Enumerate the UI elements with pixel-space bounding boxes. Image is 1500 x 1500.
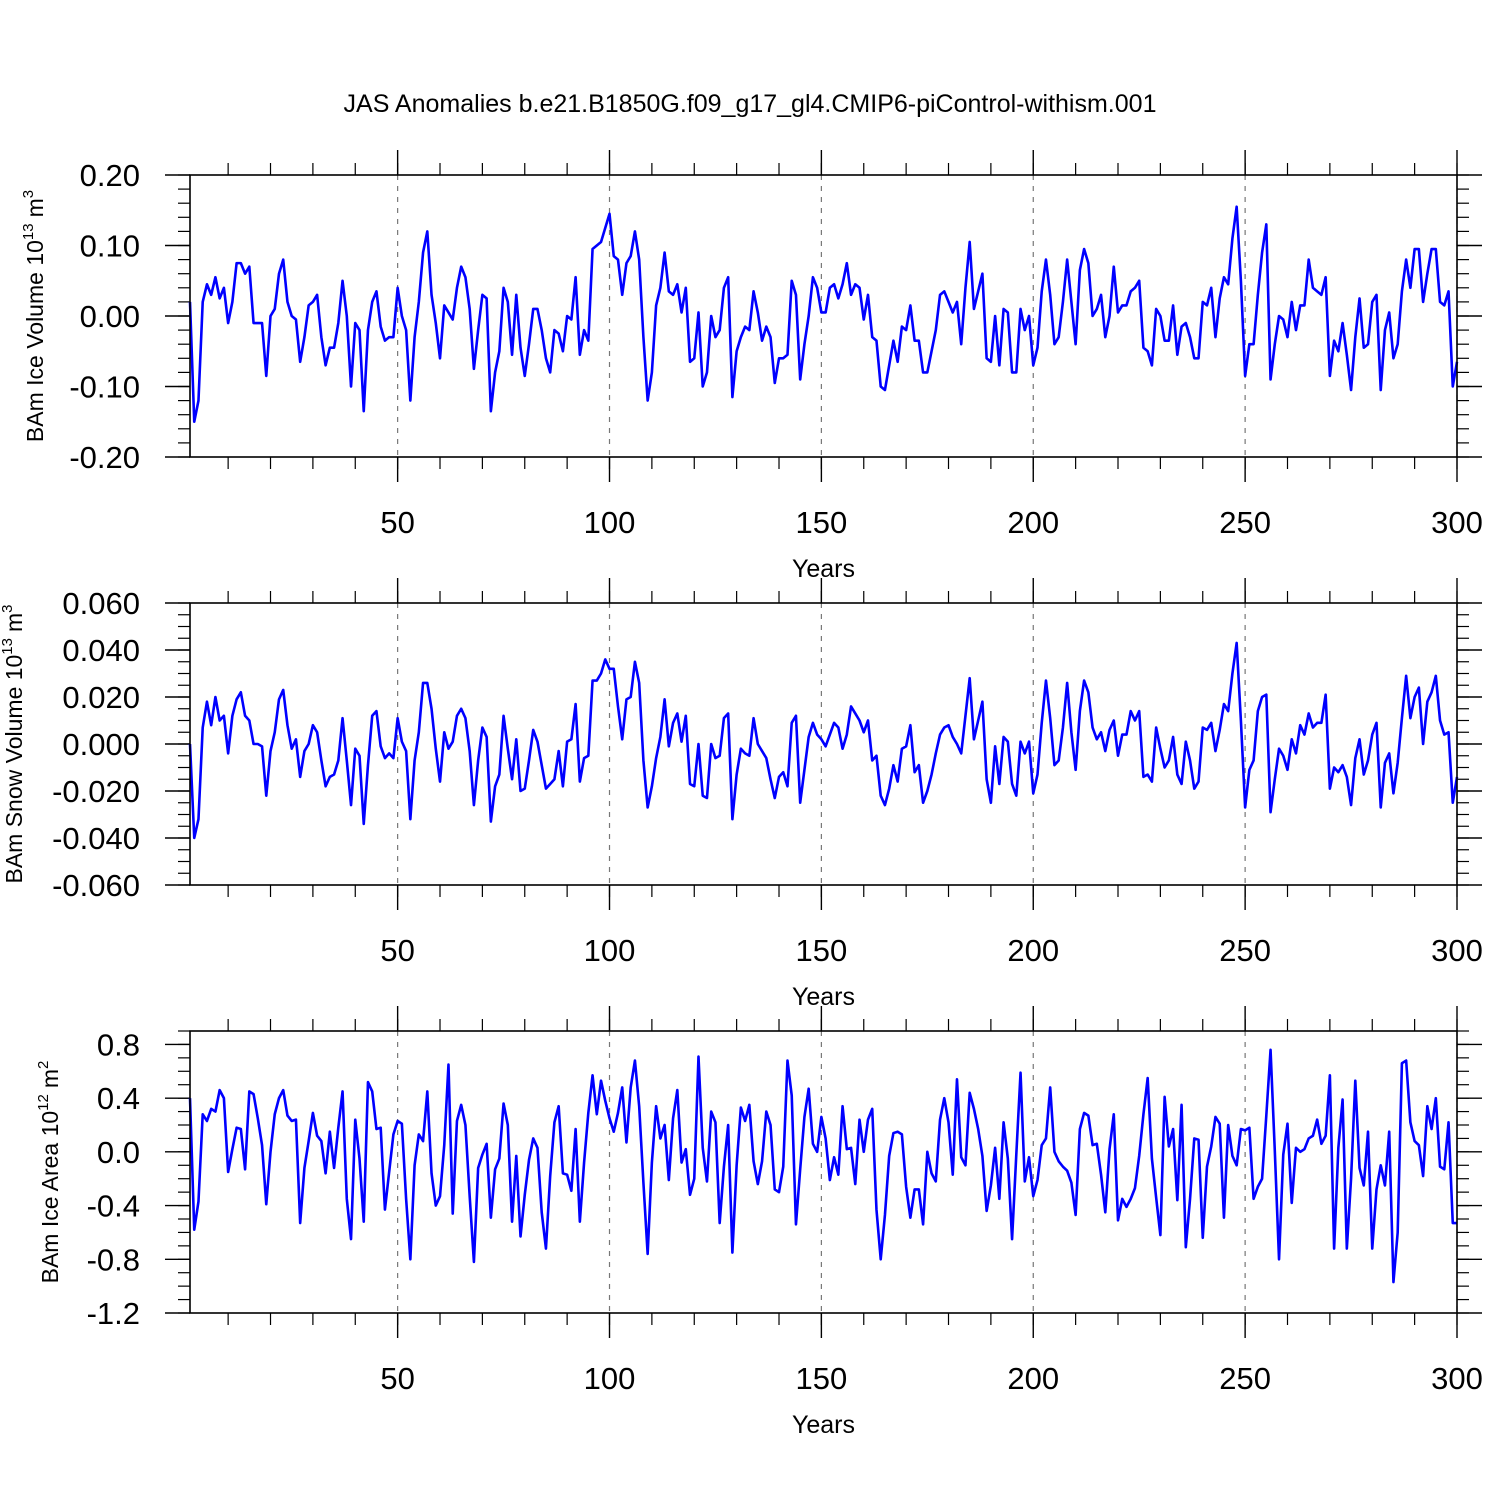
y-tick-label: -0.4 (87, 1189, 140, 1224)
x-tick-label: 50 (380, 933, 414, 968)
x-tick-label: 150 (796, 933, 848, 968)
x-tick-label: 300 (1431, 505, 1483, 540)
y-tick-label: -0.060 (52, 868, 140, 903)
x-tick-label: 250 (1219, 505, 1271, 540)
x-tick-label: 100 (584, 1361, 636, 1396)
chart-title: JAS Anomalies b.e21.B1850G.f09_g17_gl4.C… (344, 90, 1157, 118)
y-tick-label: -0.8 (87, 1242, 140, 1277)
y-tick-label: -0.10 (69, 370, 140, 405)
y-axis-label: BAm Ice Area 1012 m2 (35, 1061, 63, 1284)
y-axis-label-exponent: 13 (0, 638, 16, 655)
x-tick-label: 250 (1219, 1361, 1271, 1396)
y-axis-label-unit: m (22, 198, 48, 217)
y-tick-label: -0.020 (52, 774, 140, 809)
y-tick-label: 0.000 (62, 727, 140, 762)
y-tick-label: 0.00 (80, 299, 140, 334)
y-axis-label-unit-exponent: 3 (20, 190, 37, 198)
y-tick-label: 0.10 (80, 229, 140, 264)
y-axis-label-unit: m (1, 613, 27, 632)
plot-frame (189, 1030, 1458, 1314)
y-tick-label: -0.040 (52, 821, 140, 856)
plot-frame (189, 174, 1458, 458)
y-axis-label-text: BAm Snow Volume 10 (1, 655, 27, 884)
x-tick-label: 50 (380, 1361, 414, 1396)
panel: 50 100 150 200 250 300 0.20 0.10 0.00 -0.10 -0.20 Y… (20, 150, 1483, 583)
data-line (188, 205, 1459, 424)
y-axis-label-unit: m (37, 1069, 63, 1088)
x-tick-label: 200 (1007, 1361, 1059, 1396)
x-tick-label: 150 (796, 1361, 848, 1396)
x-axis-label: Years (792, 983, 855, 1011)
data-line (188, 1048, 1457, 1284)
y-tick-label: 0.020 (62, 680, 140, 715)
panel: 50 100 150 200 250 300 0.8 0.4 0.0 -0.4 -0.8 -1.2 Ye… (35, 1006, 1483, 1439)
x-axis-label: Years (792, 1411, 855, 1439)
x-tick-label: 50 (380, 505, 414, 540)
y-axis-label-text: BAm Ice Volume 10 (22, 240, 48, 442)
panel: 50 100 150 200 250 300 0.060 0.040 0.020 0.000 -0.… (0, 578, 1483, 1011)
y-tick-label: -1.2 (87, 1296, 140, 1331)
x-tick-label: 300 (1431, 933, 1483, 968)
y-tick-label: 0.8 (97, 1027, 140, 1062)
y-axis-label-unit-exponent: 3 (0, 604, 16, 612)
x-tick-label: 200 (1007, 505, 1059, 540)
x-tick-label: 250 (1219, 933, 1271, 968)
y-axis-label-exponent: 13 (20, 223, 37, 240)
y-axis-label-text: BAm Ice Area 10 (37, 1111, 63, 1284)
x-tick-label: 150 (796, 505, 848, 540)
x-axis-label: Years (792, 555, 855, 583)
y-tick-label: 0.060 (62, 586, 140, 621)
y-tick-label: 0.040 (62, 633, 140, 668)
y-tick-label: 0.20 (80, 158, 140, 193)
y-axis-label: BAm Snow Volume 1013 m3 (0, 604, 27, 883)
x-tick-label: 100 (584, 933, 636, 968)
x-tick-label: 100 (584, 505, 636, 540)
y-axis-label: BAm Ice Volume 1013 m3 (20, 190, 48, 442)
x-tick-label: 200 (1007, 933, 1059, 968)
data-line (188, 641, 1459, 840)
y-tick-label: 0.4 (97, 1081, 140, 1116)
plot-frame (189, 602, 1458, 886)
y-axis-label-unit-exponent: 2 (35, 1061, 52, 1069)
y-axis-label-exponent: 12 (35, 1094, 52, 1111)
x-tick-label: 300 (1431, 1361, 1483, 1396)
y-tick-label: -0.20 (69, 440, 140, 475)
y-tick-label: 0.0 (97, 1135, 140, 1170)
